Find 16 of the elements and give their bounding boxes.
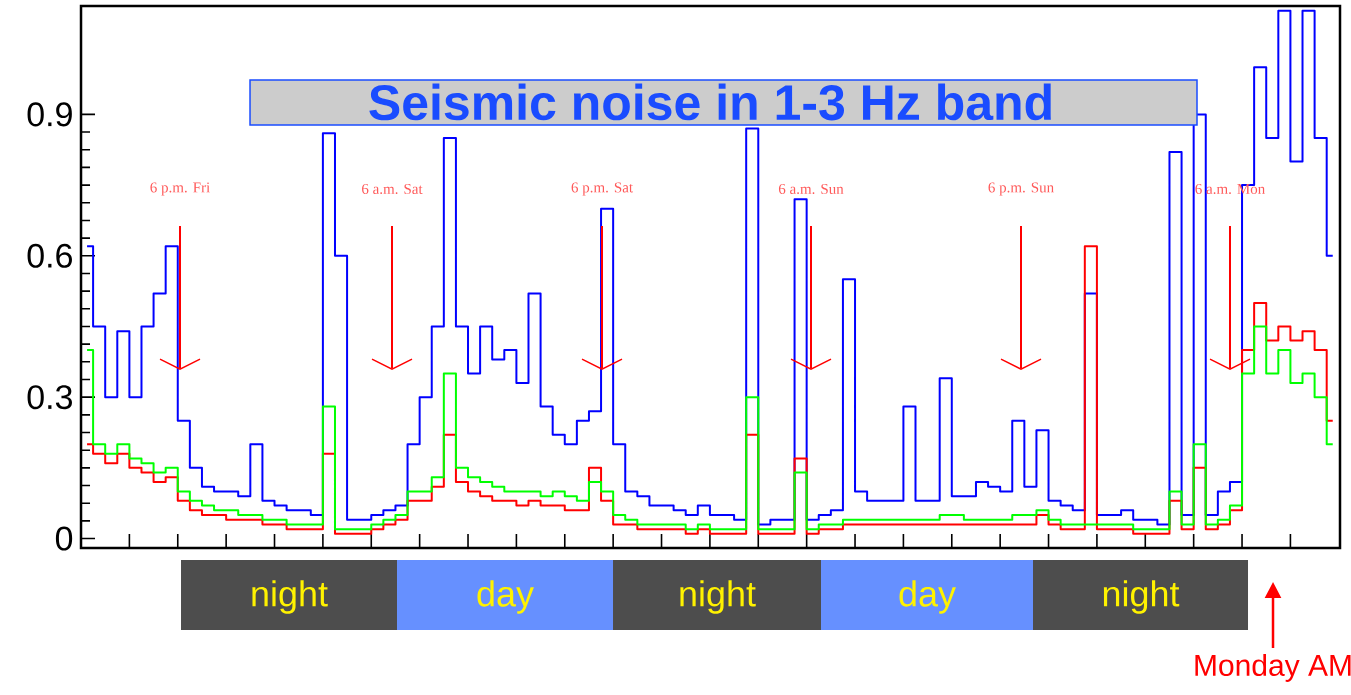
y-tick-label: 0 xyxy=(55,526,73,551)
annotation: 6 a.m. Sun xyxy=(778,183,844,195)
y-tick-label: 0.9 xyxy=(27,102,72,127)
y-tick-label: 0.3 xyxy=(27,385,72,410)
text: day xyxy=(477,580,534,614)
annotation: 6 p.m. Sat xyxy=(571,182,633,196)
text: Monday AM xyxy=(1195,654,1351,682)
text: night xyxy=(1103,580,1180,614)
text: night xyxy=(252,580,328,614)
text: night xyxy=(680,580,756,614)
annotation: 6 p.m. Fri xyxy=(150,182,210,196)
annotation: 6 a.m. Sat xyxy=(362,183,423,195)
annotation: 6 p.m. Sun xyxy=(988,182,1054,196)
text: day xyxy=(899,580,956,614)
text: Seismic noise in 1-3 Hz band xyxy=(369,83,1051,121)
y-tick-label: 0.6 xyxy=(27,243,72,268)
